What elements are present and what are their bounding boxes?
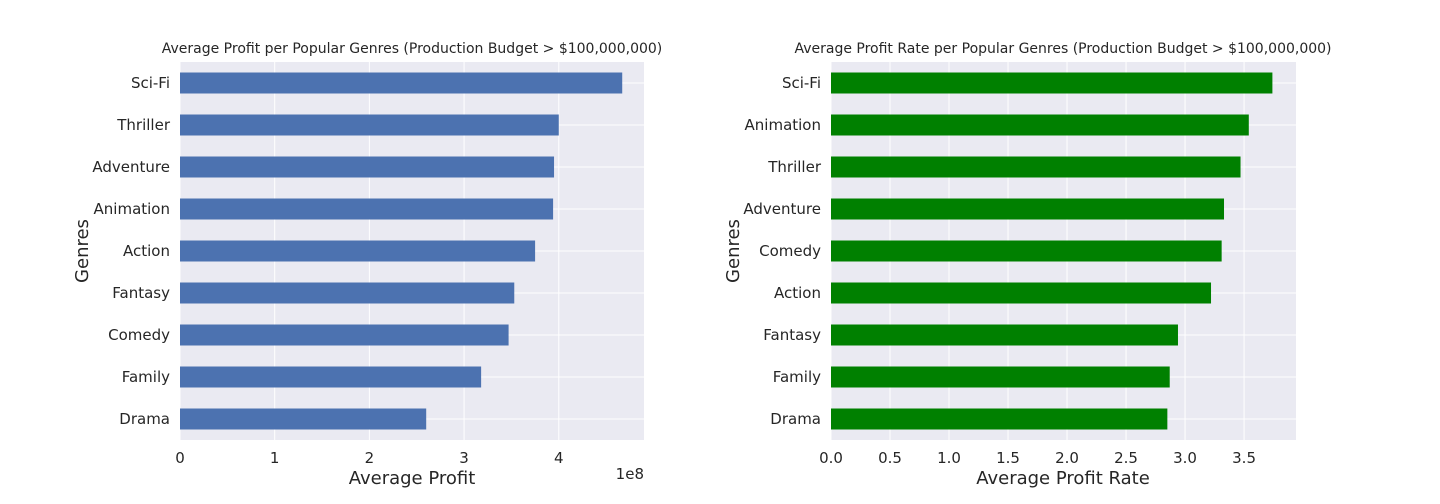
y-tick-label: Fantasy xyxy=(112,284,170,302)
x-tick-label: 2.5 xyxy=(1114,449,1138,467)
y-tick-label: Action xyxy=(774,284,821,302)
y-axis-label: Genres xyxy=(723,219,744,283)
bar-thriller xyxy=(831,156,1241,178)
bar-family xyxy=(180,366,482,388)
bar-sci-fi xyxy=(180,72,623,94)
bar-comedy xyxy=(831,240,1222,262)
x-axis-label: Average Profit Rate xyxy=(976,468,1150,489)
bar-thriller xyxy=(180,114,559,136)
x-tick-label: 0 xyxy=(175,449,185,467)
y-tick-label: Fantasy xyxy=(763,326,821,344)
bar-fantasy xyxy=(180,282,515,304)
y-tick-label: Drama xyxy=(119,410,170,428)
x-axis-label: Average Profit xyxy=(349,468,476,489)
y-tick-label: Thriller xyxy=(767,158,822,176)
bar-animation xyxy=(831,114,1249,136)
x-tick-label: 3.0 xyxy=(1173,449,1197,467)
bars xyxy=(180,72,623,430)
profit-chart: Drama Family Comedy Fantasy Action Animation A… xyxy=(72,41,662,489)
bar-action xyxy=(831,282,1212,304)
bar-fantasy xyxy=(831,324,1178,346)
bars xyxy=(831,72,1273,430)
bar-sci-fi xyxy=(831,72,1273,94)
bar-adventure xyxy=(831,198,1225,220)
x-axis-offset-label: 1e8 xyxy=(616,465,644,483)
x-tick-label: 3.5 xyxy=(1232,449,1256,467)
x-tick-label: 3 xyxy=(459,449,469,467)
y-tick-label: Animation xyxy=(745,116,821,134)
x-tick-labels: 0 1 2 3 4 xyxy=(175,449,563,467)
bar-drama xyxy=(180,408,427,430)
y-tick-label: Comedy xyxy=(759,242,821,260)
bar-family xyxy=(831,366,1170,388)
y-tick-label: Family xyxy=(122,368,170,386)
x-tick-label: 0.0 xyxy=(819,449,843,467)
y-tick-label: Family xyxy=(773,368,821,386)
bar-action xyxy=(180,240,536,262)
y-axis-label: Genres xyxy=(72,219,93,283)
x-tick-label: 1 xyxy=(270,449,280,467)
chart-title: Average Profit per Popular Genres (Produ… xyxy=(162,41,663,57)
x-tick-label: 1.5 xyxy=(996,449,1020,467)
y-tick-label: Sci-Fi xyxy=(131,74,170,92)
y-tick-label: Drama xyxy=(770,410,821,428)
bar-adventure xyxy=(180,156,555,178)
y-tick-label: Sci-Fi xyxy=(782,74,821,92)
x-tick-label: 0.5 xyxy=(878,449,902,467)
y-tick-label: Comedy xyxy=(108,326,170,344)
y-tick-label: Adventure xyxy=(743,200,821,218)
x-tick-label: 2 xyxy=(365,449,375,467)
y-tick-label: Adventure xyxy=(92,158,170,176)
y-tick-label: Action xyxy=(123,242,170,260)
chart-title: Average Profit Rate per Popular Genres (… xyxy=(794,41,1331,57)
x-tick-label: 4 xyxy=(554,449,564,467)
y-tick-label: Animation xyxy=(94,200,170,218)
bar-drama xyxy=(831,408,1168,430)
bar-comedy xyxy=(180,324,509,346)
x-tick-label: 2.0 xyxy=(1055,449,1079,467)
x-tick-labels: 0.0 0.5 1.0 1.5 2.0 2.5 3.0 3.5 xyxy=(819,449,1256,467)
y-tick-label: Thriller xyxy=(116,116,171,134)
y-tick-labels: Drama Family Comedy Fantasy Action Animation A… xyxy=(92,74,170,428)
y-tick-labels: Drama Family Fantasy Action Comedy Adventure T… xyxy=(743,74,821,428)
bar-animation xyxy=(180,198,554,220)
x-tick-label: 1.0 xyxy=(937,449,961,467)
profit-rate-chart: Drama Family Fantasy Action Comedy Adventure T… xyxy=(723,41,1332,489)
